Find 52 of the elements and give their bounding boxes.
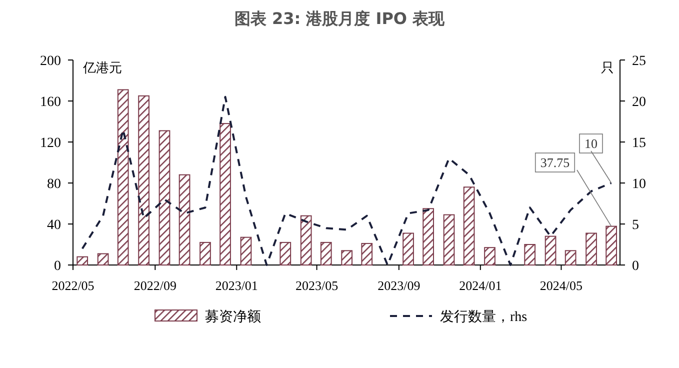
- y2-tick-label: 5: [632, 218, 639, 233]
- y-tick-label: 80: [47, 177, 61, 192]
- annotation: 10: [584, 136, 598, 151]
- legend-label: 募资净额: [205, 309, 261, 325]
- bar: [564, 250, 576, 266]
- bar: [280, 242, 292, 266]
- bar: [443, 214, 455, 266]
- x-tick-label: 2023/05: [295, 278, 338, 293]
- bar: [200, 242, 211, 266]
- bar: [117, 89, 129, 266]
- bar: [240, 236, 252, 266]
- y2-tick-label: 25: [632, 54, 646, 69]
- bar: [361, 242, 373, 266]
- y2-tick-label: 20: [632, 95, 646, 110]
- bar: [158, 130, 170, 266]
- y-tick-label: 40: [47, 218, 61, 233]
- annotation: 37.75: [534, 152, 612, 227]
- y-axis-title: 亿港元: [82, 60, 122, 75]
- y-tick-label: 120: [40, 136, 61, 151]
- chart-title: 图表 23: 港股月度 IPO 表现: [234, 9, 446, 28]
- bar: [586, 232, 597, 266]
- bar: [97, 253, 109, 266]
- bar: [320, 242, 332, 266]
- bar: [76, 256, 88, 266]
- bar: [178, 174, 190, 266]
- x-tick-label: 2022/05: [52, 278, 94, 293]
- bar: [422, 208, 434, 266]
- y2-axis-title: 只: [601, 60, 614, 75]
- y2-tick-label: 10: [632, 177, 646, 192]
- x-tick-label: 2023/09: [378, 278, 420, 293]
- bar: [402, 232, 414, 266]
- bar: [484, 247, 496, 266]
- bar: [463, 186, 475, 266]
- bar: [341, 250, 353, 266]
- x-tick-label: 2023/01: [215, 278, 258, 293]
- x-tick-label: 2024/05: [540, 278, 583, 293]
- bar: [524, 244, 536, 266]
- x-tick-label: 2022/09: [134, 278, 176, 293]
- bar: [300, 215, 312, 266]
- bar: [606, 226, 617, 266]
- bar: [544, 236, 556, 266]
- y2-tick-label: 15: [632, 136, 646, 151]
- y2-tick-label: 0: [632, 259, 639, 274]
- bar: [220, 123, 231, 266]
- x-tick-label: 2024/01: [459, 278, 502, 293]
- y-tick-label: 200: [40, 54, 61, 69]
- y-tick-label: 0: [54, 259, 61, 274]
- bar: [138, 95, 150, 266]
- annotation: 10: [579, 134, 612, 184]
- y-tick-label: 160: [40, 95, 61, 110]
- annotation: 37.75: [540, 155, 570, 170]
- legend-label: 发行数量，rhs: [440, 309, 528, 325]
